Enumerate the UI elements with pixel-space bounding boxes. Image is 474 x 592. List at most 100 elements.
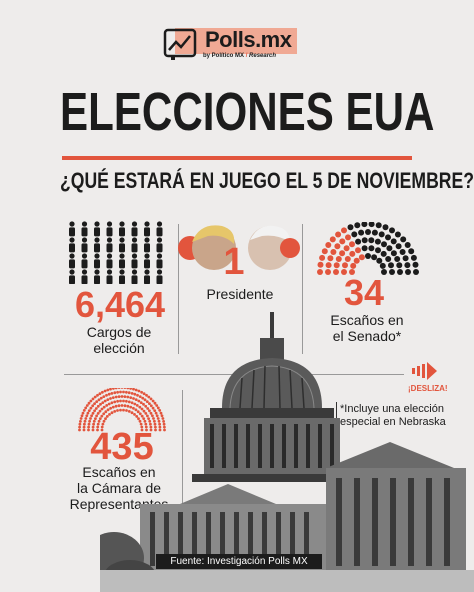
person-icon <box>81 237 88 243</box>
seat-dot <box>349 250 356 257</box>
capitol-building-illustration <box>100 312 474 592</box>
person-body <box>144 227 150 237</box>
seat-dot <box>104 417 107 421</box>
seat-dot <box>140 414 144 418</box>
seat-dot <box>149 397 153 401</box>
seat-dot <box>96 412 100 415</box>
seat-dot <box>78 425 81 429</box>
seat-dot <box>380 250 387 257</box>
senado-label: Escaños en el Senado* <box>330 312 404 344</box>
seat-dot <box>149 411 153 415</box>
seat-dot <box>129 396 133 399</box>
person-icon <box>106 253 113 259</box>
person-icon <box>131 237 138 243</box>
seat-dot <box>140 390 143 394</box>
seat-dot <box>79 417 83 420</box>
seat-dot <box>123 395 127 398</box>
seat-dot <box>395 243 402 250</box>
seat-dot <box>390 250 397 257</box>
seat-dot <box>153 419 156 423</box>
seat-dot <box>341 269 347 275</box>
seat-dot <box>91 397 95 401</box>
seat-dot <box>153 401 157 405</box>
person-icon <box>69 269 75 275</box>
seat-dot <box>130 401 134 405</box>
seat-dot <box>87 409 91 412</box>
seat-dot <box>130 411 134 415</box>
camara-value: 435 <box>90 426 154 468</box>
seat-dot <box>140 425 144 429</box>
seat-dot <box>105 404 109 407</box>
swipe-arrow-icon[interactable] <box>412 360 438 382</box>
seat-dot <box>404 262 411 269</box>
seat-dot <box>157 419 161 423</box>
seat-dot <box>137 389 141 393</box>
seat-dot <box>155 414 159 418</box>
seat-dot <box>378 231 385 238</box>
seat-dot <box>132 388 135 391</box>
seat-dot <box>139 401 143 404</box>
seat-dot <box>120 395 124 398</box>
seat-dot <box>111 405 115 409</box>
seat-dot <box>153 422 157 426</box>
seat-dot <box>122 408 125 412</box>
seat-dot <box>390 238 397 245</box>
seat-dot <box>81 411 85 415</box>
seat-dot <box>335 231 342 238</box>
seat-dot <box>327 255 334 262</box>
person-body <box>69 243 75 253</box>
seat-dot <box>142 409 146 413</box>
seat-dot <box>381 241 387 248</box>
seat-dot <box>142 392 146 396</box>
seat-dot <box>107 402 111 406</box>
person-body <box>144 275 150 284</box>
seat-dot <box>100 428 104 432</box>
brand-name: Polls.mx <box>205 27 292 52</box>
seat-dot <box>151 406 155 410</box>
person-body <box>69 227 75 237</box>
seat-dot <box>84 406 88 410</box>
seat-dot <box>109 388 112 391</box>
seat-dot <box>361 237 368 244</box>
seat-dot <box>408 248 415 255</box>
person-icon <box>144 253 150 259</box>
seat-dot <box>87 422 91 426</box>
seat-dot <box>102 395 106 398</box>
seat-dot <box>132 397 135 400</box>
seat-dot <box>125 390 128 394</box>
seat-dot <box>319 254 326 261</box>
seat-dot <box>351 231 358 238</box>
seat-dot <box>143 419 147 423</box>
seat-dot <box>114 395 118 399</box>
person-icon <box>106 221 113 227</box>
seat-dot <box>138 395 142 398</box>
seat-dot <box>101 401 105 404</box>
person-icon <box>156 237 163 243</box>
seat-dot <box>350 262 357 269</box>
seat-dot <box>148 409 151 413</box>
seat-dot <box>117 395 121 398</box>
person-body <box>119 243 125 253</box>
person-icon <box>156 269 163 275</box>
seat-dot <box>100 407 104 411</box>
seat-dot <box>354 222 361 229</box>
seat-dot <box>119 390 122 394</box>
seat-dot <box>93 395 97 399</box>
seat-dot <box>125 399 128 403</box>
seat-dot <box>125 409 128 412</box>
seat-dot <box>361 222 368 228</box>
seat-dot <box>163 425 166 429</box>
seat-dot <box>98 409 102 413</box>
seat-dot <box>161 417 165 420</box>
swipe-label[interactable]: ¡DESLIZA! <box>408 384 448 393</box>
seat-dot <box>113 410 117 413</box>
person-icon <box>94 269 100 275</box>
person-body <box>81 227 88 237</box>
seat-dot <box>156 406 160 410</box>
person-icon <box>69 237 75 243</box>
seat-dot <box>158 409 162 412</box>
divider <box>182 390 183 510</box>
person-body <box>144 243 150 253</box>
person-body <box>119 227 125 237</box>
seat-dot <box>104 410 108 414</box>
